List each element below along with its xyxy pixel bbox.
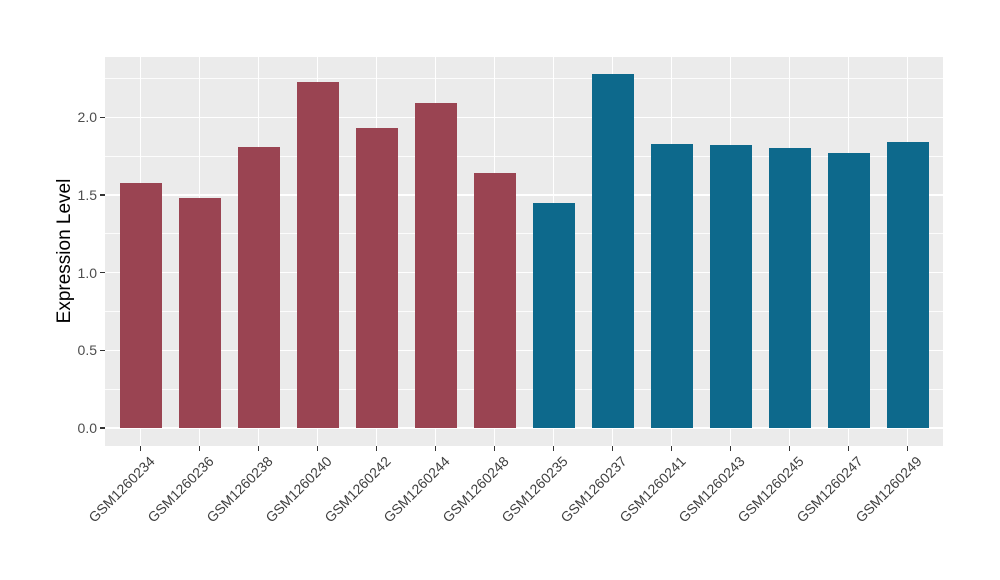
x-tick-mark	[257, 446, 260, 451]
x-tick-label: GSM1260244	[380, 453, 453, 526]
bar-GSM1260245	[768, 148, 811, 428]
x-tick-mark	[316, 446, 319, 451]
gridline-y-minor	[105, 155, 943, 157]
y-tick-label: 2.0	[77, 109, 97, 126]
bar-GSM1260236	[178, 198, 221, 428]
y-tick-mark	[100, 194, 105, 196]
bar-GSM1260234	[119, 182, 162, 428]
x-tick-label: GSM1260242	[321, 453, 394, 526]
y-tick-mark	[100, 349, 105, 352]
x-tick-label: GSM1260238	[203, 453, 276, 526]
x-tick-label: GSM1260249	[852, 453, 925, 526]
x-tick-mark	[906, 446, 909, 451]
y-tick-label: 1.5	[77, 187, 97, 204]
y-tick-label: 0.5	[77, 342, 97, 359]
gridline-y-major	[105, 427, 943, 429]
x-tick-label: GSM1260236	[144, 453, 217, 526]
bar-GSM1260240	[296, 81, 339, 428]
bar-GSM1260238	[237, 146, 280, 428]
x-tick-mark	[375, 446, 378, 451]
bar-GSM1260242	[355, 128, 398, 428]
x-tick-label: GSM1260234	[85, 453, 158, 526]
x-tick-mark	[729, 446, 732, 451]
y-axis-title: Expression Level	[54, 178, 75, 324]
x-tick-label: GSM1260245	[734, 453, 807, 526]
gridline-y-major	[105, 349, 943, 352]
x-tick-label: GSM1260237	[557, 453, 630, 526]
plot-panel	[105, 57, 943, 446]
x-tick-label: GSM1260243	[675, 453, 748, 526]
y-tick-mark	[100, 271, 105, 274]
bar-GSM1260248	[473, 173, 516, 428]
bar-GSM1260235	[532, 202, 575, 428]
gridline-y-major	[105, 116, 943, 119]
x-tick-label: GSM1260247	[793, 453, 866, 526]
gridline-y-minor	[105, 388, 943, 390]
y-tick-label: 0.0	[77, 420, 97, 436]
y-tick-mark	[100, 427, 105, 429]
x-tick-mark	[434, 446, 437, 451]
gridline-y-major	[105, 271, 943, 274]
x-tick-mark	[611, 446, 614, 451]
bar-GSM1260247	[827, 153, 870, 428]
bar-GSM1260249	[886, 142, 929, 428]
x-tick-mark	[198, 446, 201, 451]
x-tick-label: GSM1260241	[616, 453, 689, 526]
bar-GSM1260244	[414, 103, 457, 428]
x-tick-mark	[493, 446, 496, 451]
gridline-y-minor	[105, 311, 943, 313]
x-tick-mark	[670, 446, 673, 451]
y-tick-label: 1.0	[77, 264, 97, 281]
x-tick-mark	[788, 446, 791, 451]
bar-GSM1260243	[709, 145, 752, 428]
y-tick-mark	[100, 116, 105, 119]
x-tick-mark	[847, 446, 850, 451]
x-tick-label: GSM1260240	[262, 453, 335, 526]
gridline-y-minor	[105, 233, 943, 235]
gridline-y-minor	[105, 78, 943, 80]
bar-GSM1260237	[591, 73, 634, 428]
x-tick-label: GSM1260235	[498, 453, 571, 526]
x-tick-mark	[139, 446, 142, 451]
x-tick-label: GSM1260248	[439, 453, 512, 526]
gridline-y-major	[105, 194, 943, 196]
bar-GSM1260241	[650, 143, 693, 428]
x-tick-mark	[552, 446, 555, 451]
